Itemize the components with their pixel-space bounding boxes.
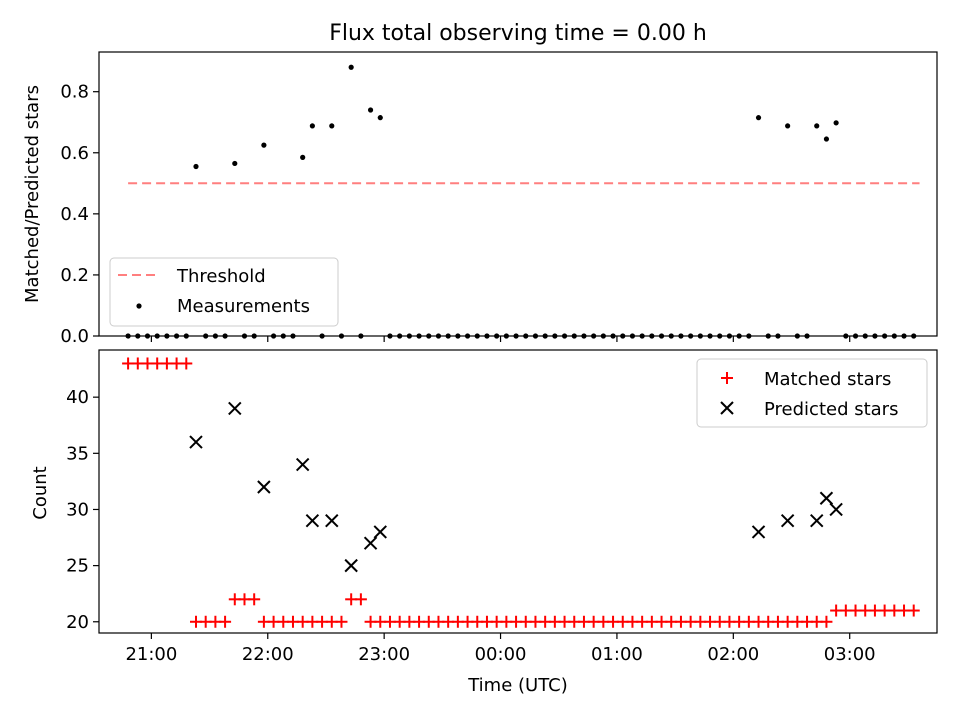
top-axes-frame: [98, 51, 938, 337]
bottom-ytick-label: 40: [66, 387, 89, 408]
measurement-point: [348, 64, 354, 70]
predicted-star-point: [373, 525, 387, 539]
bottom-ytick-label: 30: [66, 499, 89, 520]
legend-predicted-swatch: [720, 401, 734, 415]
predicted-star-point: [305, 513, 320, 528]
bottom-xtick-label: 01:00: [591, 644, 643, 665]
predicted-star-point: [228, 401, 242, 416]
predicted-star-point: [344, 558, 358, 573]
top-ytick-label: 0.6: [60, 143, 89, 164]
top-ytick-label: 0.4: [60, 204, 89, 225]
measurement-point: [814, 123, 820, 129]
matched-star-point: [248, 593, 261, 606]
legend-predicted-label: Predicted stars: [764, 399, 898, 420]
predicted-star-point: [325, 513, 339, 528]
predicted-star-point: [810, 513, 824, 528]
measurement-point: [329, 123, 335, 129]
matched-star-point: [354, 593, 367, 606]
legend-matched-label: Matched stars: [764, 369, 891, 390]
predicted-star-point: [257, 480, 271, 494]
legend-threshold-label: Threshold: [176, 266, 266, 287]
top-ytick-label: 0.0: [60, 326, 89, 347]
top-panel: 0.00.20.40.60.8 Matched/Predicted stars …: [22, 51, 938, 347]
measurement-point: [367, 107, 374, 113]
measurement-point: [261, 142, 267, 148]
top-ytick-label: 0.2: [60, 265, 89, 286]
bottom-ytick-label: 25: [66, 556, 89, 577]
bottom-ytick-label: 35: [66, 443, 89, 464]
measurement-point: [309, 123, 315, 129]
measurement-point: [193, 163, 199, 170]
bottom-ytick-label: 20: [66, 612, 89, 633]
matched-star-point: [820, 615, 833, 628]
bottom-panel: 20 25 30 35 40 21:00 22:00 23:00 00:00 01:00 02:0…: [30, 349, 938, 696]
top-legend: Threshold Measurements: [109, 257, 339, 327]
measurement-point: [755, 115, 762, 121]
top-y-axis-label: Matched/Predicted stars: [22, 85, 43, 303]
legend-measurements-swatch: [136, 303, 142, 309]
predicted-star-point: [780, 513, 795, 528]
bottom-legend: Matched stars Predicted stars: [696, 358, 928, 428]
chart-title: Flux total observing time = 0.00 h: [329, 21, 707, 46]
measurement-point: [232, 160, 238, 167]
predicted-star-point: [363, 536, 378, 550]
top-ytick-label: 0.8: [60, 82, 89, 103]
predicted-star-point: [819, 491, 834, 505]
predicted-star-point: [189, 435, 203, 449]
bottom-axes-frame: [98, 349, 938, 634]
bottom-xtick-label: 03:00: [824, 644, 876, 665]
measurement-point: [300, 154, 306, 160]
legend-matched-swatch: [721, 372, 733, 384]
bottom-xtick-label: 21:00: [125, 644, 177, 665]
bottom-xtick-label: 02:00: [707, 644, 759, 665]
matched-star-point: [335, 615, 348, 628]
predicted-star-point: [751, 525, 766, 539]
matched-star-point: [907, 604, 920, 617]
measurement-point: [377, 115, 383, 121]
measurement-point: [785, 123, 791, 129]
predicted-star-point: [295, 457, 310, 472]
matched-star-point: [219, 615, 232, 628]
bottom-xtick-label: 23:00: [358, 644, 410, 665]
matched-star-point: [180, 357, 193, 370]
measurement-point: [833, 120, 839, 126]
x-axis-label: Time (UTC): [467, 675, 568, 696]
bottom-xtick-label: 00:00: [475, 644, 527, 665]
measurement-point: [823, 136, 830, 142]
bottom-xtick-label: 22:00: [242, 644, 294, 665]
predicted-star-point: [829, 502, 843, 517]
bottom-y-axis-label: Count: [30, 466, 51, 519]
legend-measurements-label: Measurements: [177, 296, 310, 317]
